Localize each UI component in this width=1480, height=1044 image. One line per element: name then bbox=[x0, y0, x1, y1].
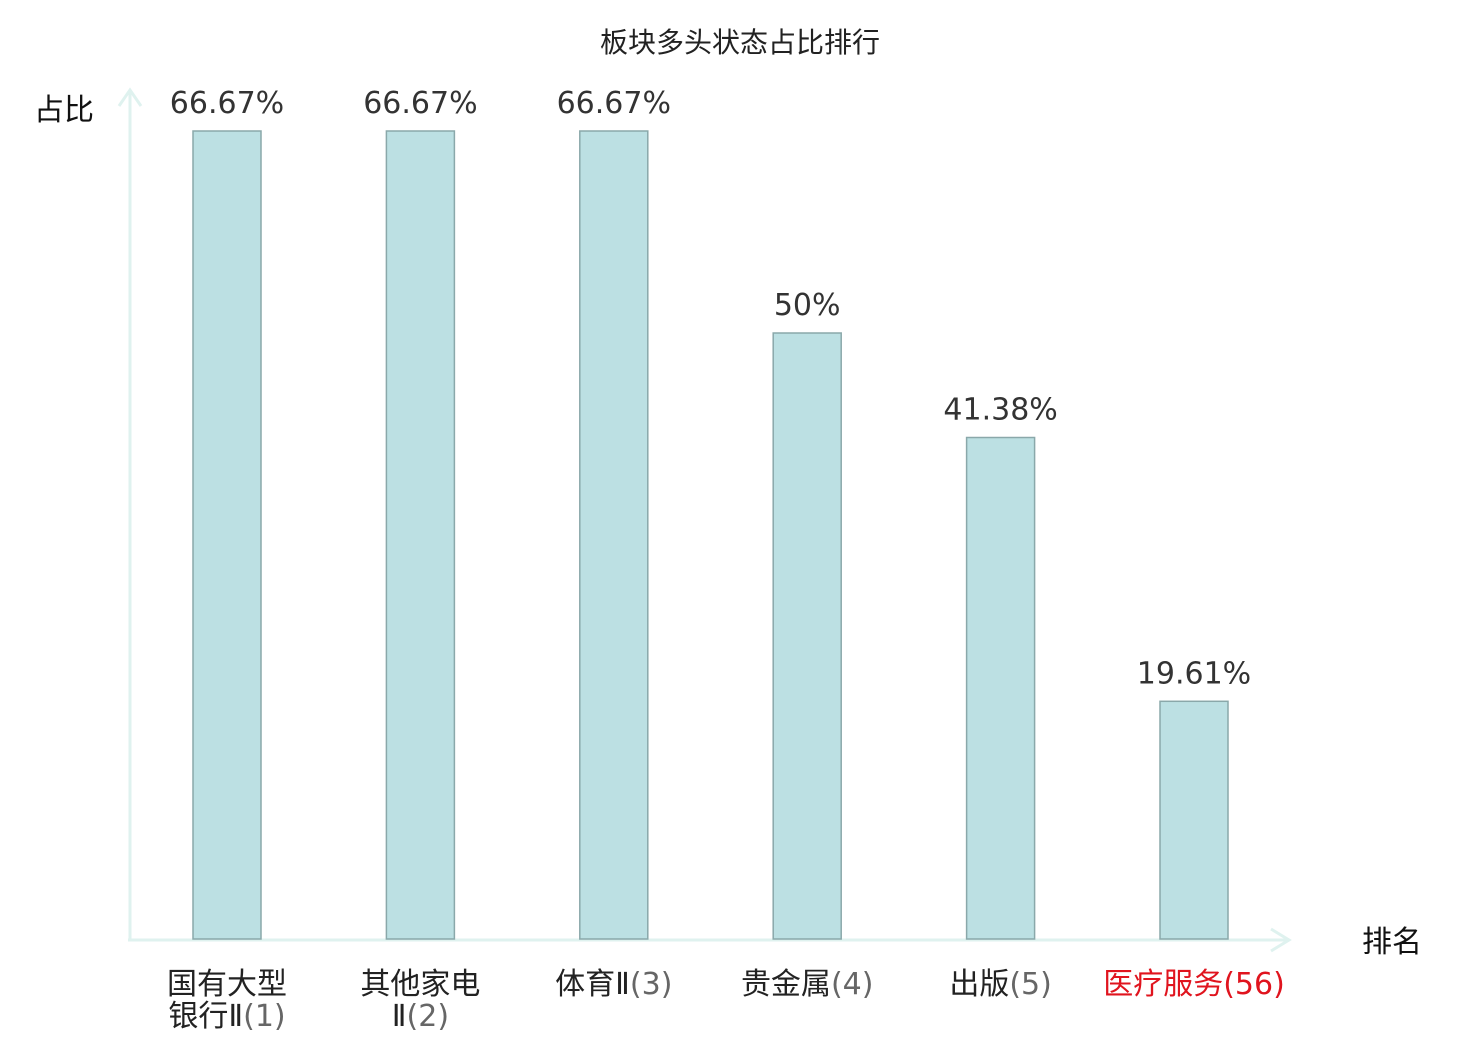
category-labels-group: 国有大型银行Ⅱ(1) 其他家电 Ⅱ(2) 体育Ⅱ(3) 贵金属(4) 出版(5) 医疗服务(… bbox=[167, 967, 1285, 1034]
bar-2 bbox=[385, 130, 456, 940]
chart-title: 板块多头状态占比排行 bbox=[600, 26, 880, 59]
category-rank-5: (5) bbox=[1009, 967, 1052, 1002]
category-label-3: 体育Ⅱ(3) bbox=[555, 967, 672, 1002]
category-label-4: 贵金属(4) bbox=[741, 967, 874, 1002]
category-rank-4: (4) bbox=[831, 967, 874, 1002]
bar-5 bbox=[965, 436, 1036, 940]
value-label-5: 41.38% bbox=[943, 393, 1057, 428]
bar-4 bbox=[772, 332, 842, 940]
value-label-6: 19.61% bbox=[1137, 656, 1251, 691]
bar-3 bbox=[579, 130, 649, 940]
bar-6 bbox=[1159, 700, 1229, 940]
category-label-1: 国有大型银行Ⅱ(1) bbox=[167, 967, 287, 1034]
category-label-2: 其他家电 Ⅱ(2) bbox=[360, 967, 480, 1034]
value-label-4: 50% bbox=[774, 288, 841, 323]
value-label-3: 66.67% bbox=[557, 86, 671, 121]
value-label-1: 66.67% bbox=[170, 86, 284, 121]
category-rank-1: (1) bbox=[243, 999, 286, 1034]
category-label-5: 出版(5) bbox=[949, 967, 1052, 1002]
category-rank-2: (2) bbox=[407, 999, 450, 1034]
value-label-2: 66.67% bbox=[363, 86, 477, 121]
category-rank-6: (56) bbox=[1223, 967, 1285, 1002]
x-axis-label: 排名 bbox=[1362, 925, 1422, 960]
category-label-6: 医疗服务(56) bbox=[1103, 967, 1285, 1002]
value-labels-group: 66.67% 66.67% 66.67% 50% 41.38% 19.61% bbox=[170, 86, 1251, 691]
x-axis-arrow bbox=[1270, 927, 1292, 953]
category-rank-3: (3) bbox=[630, 967, 673, 1002]
bar-1 bbox=[192, 130, 262, 940]
y-axis-arrow bbox=[117, 87, 143, 107]
bars-group bbox=[192, 130, 1229, 940]
y-axis-label: 占比 bbox=[34, 93, 94, 128]
